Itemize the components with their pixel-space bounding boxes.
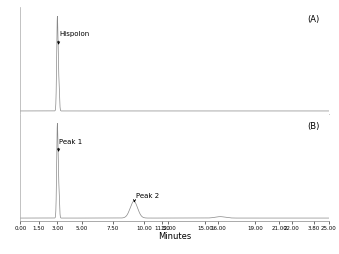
Text: (A): (A): [307, 15, 320, 24]
Text: Peak 1: Peak 1: [59, 138, 82, 144]
Text: Peak 2: Peak 2: [136, 192, 159, 198]
Text: (B): (B): [307, 122, 320, 131]
X-axis label: Minutes: Minutes: [158, 231, 191, 241]
Text: Hispolon: Hispolon: [59, 31, 89, 37]
